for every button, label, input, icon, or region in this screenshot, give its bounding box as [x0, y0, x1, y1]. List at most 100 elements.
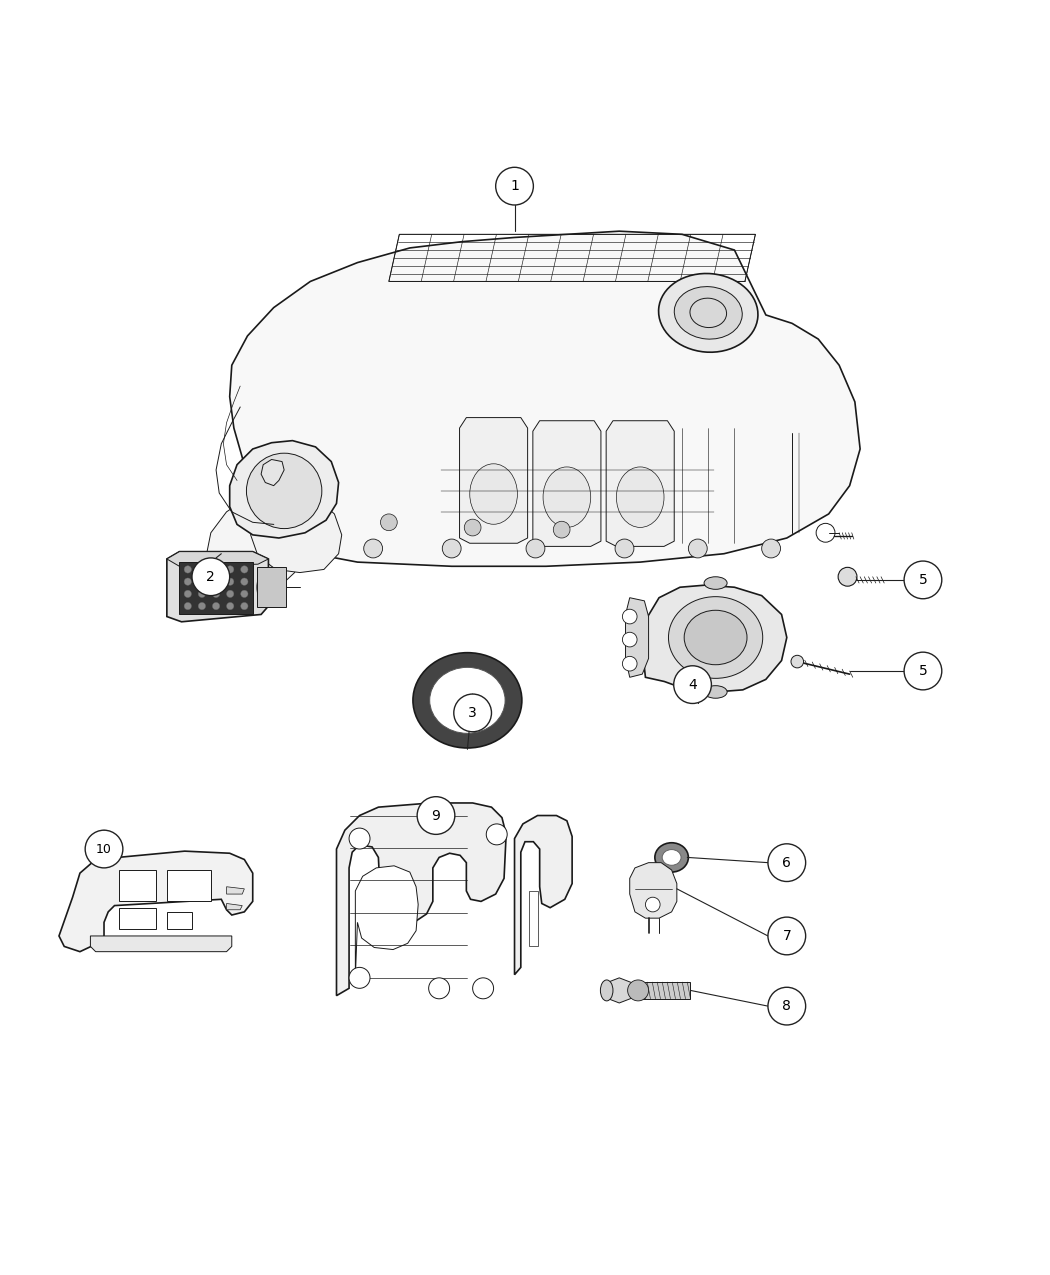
- Text: 2: 2: [207, 570, 215, 584]
- Ellipse shape: [469, 464, 518, 524]
- Polygon shape: [230, 441, 338, 538]
- Ellipse shape: [655, 843, 689, 872]
- Circle shape: [240, 602, 248, 609]
- Circle shape: [496, 167, 533, 205]
- Circle shape: [198, 578, 206, 585]
- Polygon shape: [261, 459, 285, 486]
- Text: 8: 8: [782, 1000, 792, 1014]
- Polygon shape: [643, 585, 786, 692]
- Polygon shape: [119, 908, 156, 928]
- Circle shape: [472, 978, 493, 998]
- Polygon shape: [251, 486, 341, 572]
- Polygon shape: [167, 870, 211, 901]
- Circle shape: [646, 898, 660, 912]
- Circle shape: [791, 655, 803, 668]
- Text: 3: 3: [468, 706, 477, 720]
- Circle shape: [212, 578, 219, 585]
- Polygon shape: [336, 803, 506, 996]
- Circle shape: [227, 578, 234, 585]
- Circle shape: [674, 666, 712, 704]
- Text: 5: 5: [919, 572, 927, 586]
- Circle shape: [464, 519, 481, 536]
- Circle shape: [380, 514, 397, 530]
- Circle shape: [240, 590, 248, 598]
- Circle shape: [198, 590, 206, 598]
- Polygon shape: [532, 421, 601, 547]
- Polygon shape: [167, 552, 269, 566]
- Polygon shape: [167, 552, 269, 622]
- Circle shape: [349, 968, 370, 988]
- Circle shape: [768, 917, 805, 955]
- Circle shape: [628, 980, 649, 1001]
- Circle shape: [904, 561, 942, 599]
- Polygon shape: [206, 501, 300, 594]
- Ellipse shape: [674, 287, 742, 339]
- Circle shape: [212, 590, 219, 598]
- Text: 6: 6: [782, 856, 792, 870]
- Circle shape: [623, 657, 637, 671]
- Circle shape: [227, 590, 234, 598]
- Circle shape: [838, 567, 857, 586]
- Polygon shape: [167, 912, 192, 928]
- Polygon shape: [630, 863, 677, 918]
- Circle shape: [615, 539, 634, 558]
- Ellipse shape: [257, 567, 287, 607]
- Polygon shape: [59, 852, 253, 951]
- Ellipse shape: [429, 667, 505, 733]
- Circle shape: [442, 539, 461, 558]
- Polygon shape: [227, 886, 245, 894]
- Circle shape: [227, 602, 234, 609]
- Polygon shape: [460, 418, 527, 543]
- Polygon shape: [227, 904, 243, 910]
- Circle shape: [768, 844, 805, 881]
- Circle shape: [526, 539, 545, 558]
- Text: 10: 10: [97, 843, 112, 856]
- Polygon shape: [514, 816, 572, 974]
- Circle shape: [363, 539, 382, 558]
- Polygon shape: [626, 598, 649, 677]
- Text: 1: 1: [510, 180, 519, 193]
- Circle shape: [198, 602, 206, 609]
- Polygon shape: [257, 567, 287, 607]
- Circle shape: [198, 566, 206, 572]
- Circle shape: [184, 590, 191, 598]
- Text: 9: 9: [432, 808, 440, 822]
- Circle shape: [761, 539, 780, 558]
- Circle shape: [486, 824, 507, 845]
- Circle shape: [349, 827, 370, 849]
- Circle shape: [212, 602, 219, 609]
- Circle shape: [417, 797, 455, 834]
- Polygon shape: [180, 562, 253, 615]
- Circle shape: [240, 578, 248, 585]
- Ellipse shape: [705, 576, 727, 589]
- Circle shape: [623, 609, 637, 623]
- Circle shape: [904, 652, 942, 690]
- Ellipse shape: [658, 274, 758, 352]
- Polygon shape: [355, 866, 418, 978]
- Polygon shape: [603, 978, 635, 1003]
- Polygon shape: [90, 936, 232, 951]
- Polygon shape: [119, 870, 156, 901]
- Ellipse shape: [413, 653, 522, 748]
- Circle shape: [768, 987, 805, 1025]
- Ellipse shape: [601, 980, 613, 1001]
- Circle shape: [553, 521, 570, 538]
- Circle shape: [212, 566, 219, 572]
- Text: 4: 4: [688, 677, 697, 691]
- Polygon shape: [230, 231, 860, 566]
- Polygon shape: [529, 891, 538, 946]
- Ellipse shape: [543, 467, 591, 528]
- Circle shape: [454, 694, 491, 732]
- Text: 5: 5: [919, 664, 927, 678]
- Ellipse shape: [663, 849, 681, 866]
- Circle shape: [428, 978, 449, 998]
- Ellipse shape: [669, 597, 762, 678]
- Circle shape: [184, 602, 191, 609]
- Polygon shape: [638, 982, 691, 998]
- Ellipse shape: [705, 686, 727, 699]
- Circle shape: [623, 632, 637, 646]
- Circle shape: [227, 566, 234, 572]
- Circle shape: [192, 558, 230, 595]
- Circle shape: [184, 566, 191, 572]
- Ellipse shape: [247, 453, 322, 529]
